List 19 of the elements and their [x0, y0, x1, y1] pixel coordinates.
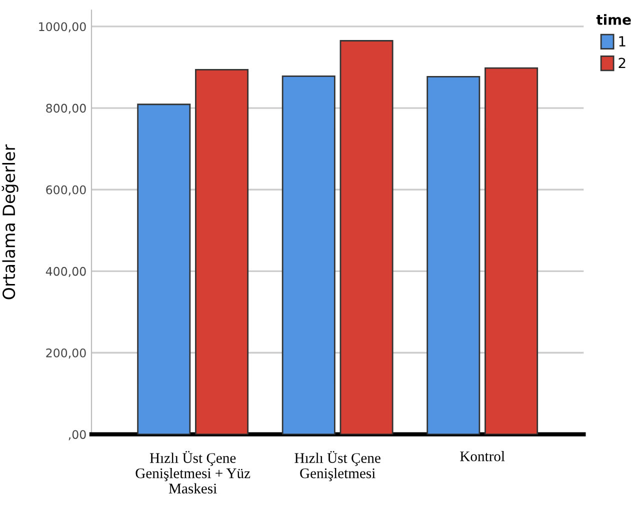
legend-title: time	[596, 14, 631, 25]
bar	[137, 104, 191, 434]
y-tick-label: 1000,00	[39, 22, 86, 32]
y-tick-label: ,00	[68, 430, 86, 440]
y-tick-label: 800,00	[46, 104, 86, 114]
x-tick-label: Hızlı Üst Çene Genişletmesi + Yüz Maskesi	[136, 451, 250, 494]
legend-label: 2	[618, 58, 626, 68]
bar	[340, 40, 394, 434]
bar	[484, 67, 538, 434]
legend-label: 1	[619, 36, 626, 46]
bar	[282, 76, 336, 434]
y-axis-title: Ortalama Değerler	[2, 144, 18, 300]
bar	[426, 76, 480, 434]
x-tick-label: Hızlı Üst Çene Genişletmesi	[294, 451, 380, 482]
y-tick-label: 400,00	[46, 266, 86, 278]
bar	[195, 69, 249, 434]
x-tick-label: Kontrol	[460, 451, 505, 462]
y-tick-label: 600,00	[46, 185, 86, 196]
y-tick-label: 200,00	[46, 348, 86, 359]
